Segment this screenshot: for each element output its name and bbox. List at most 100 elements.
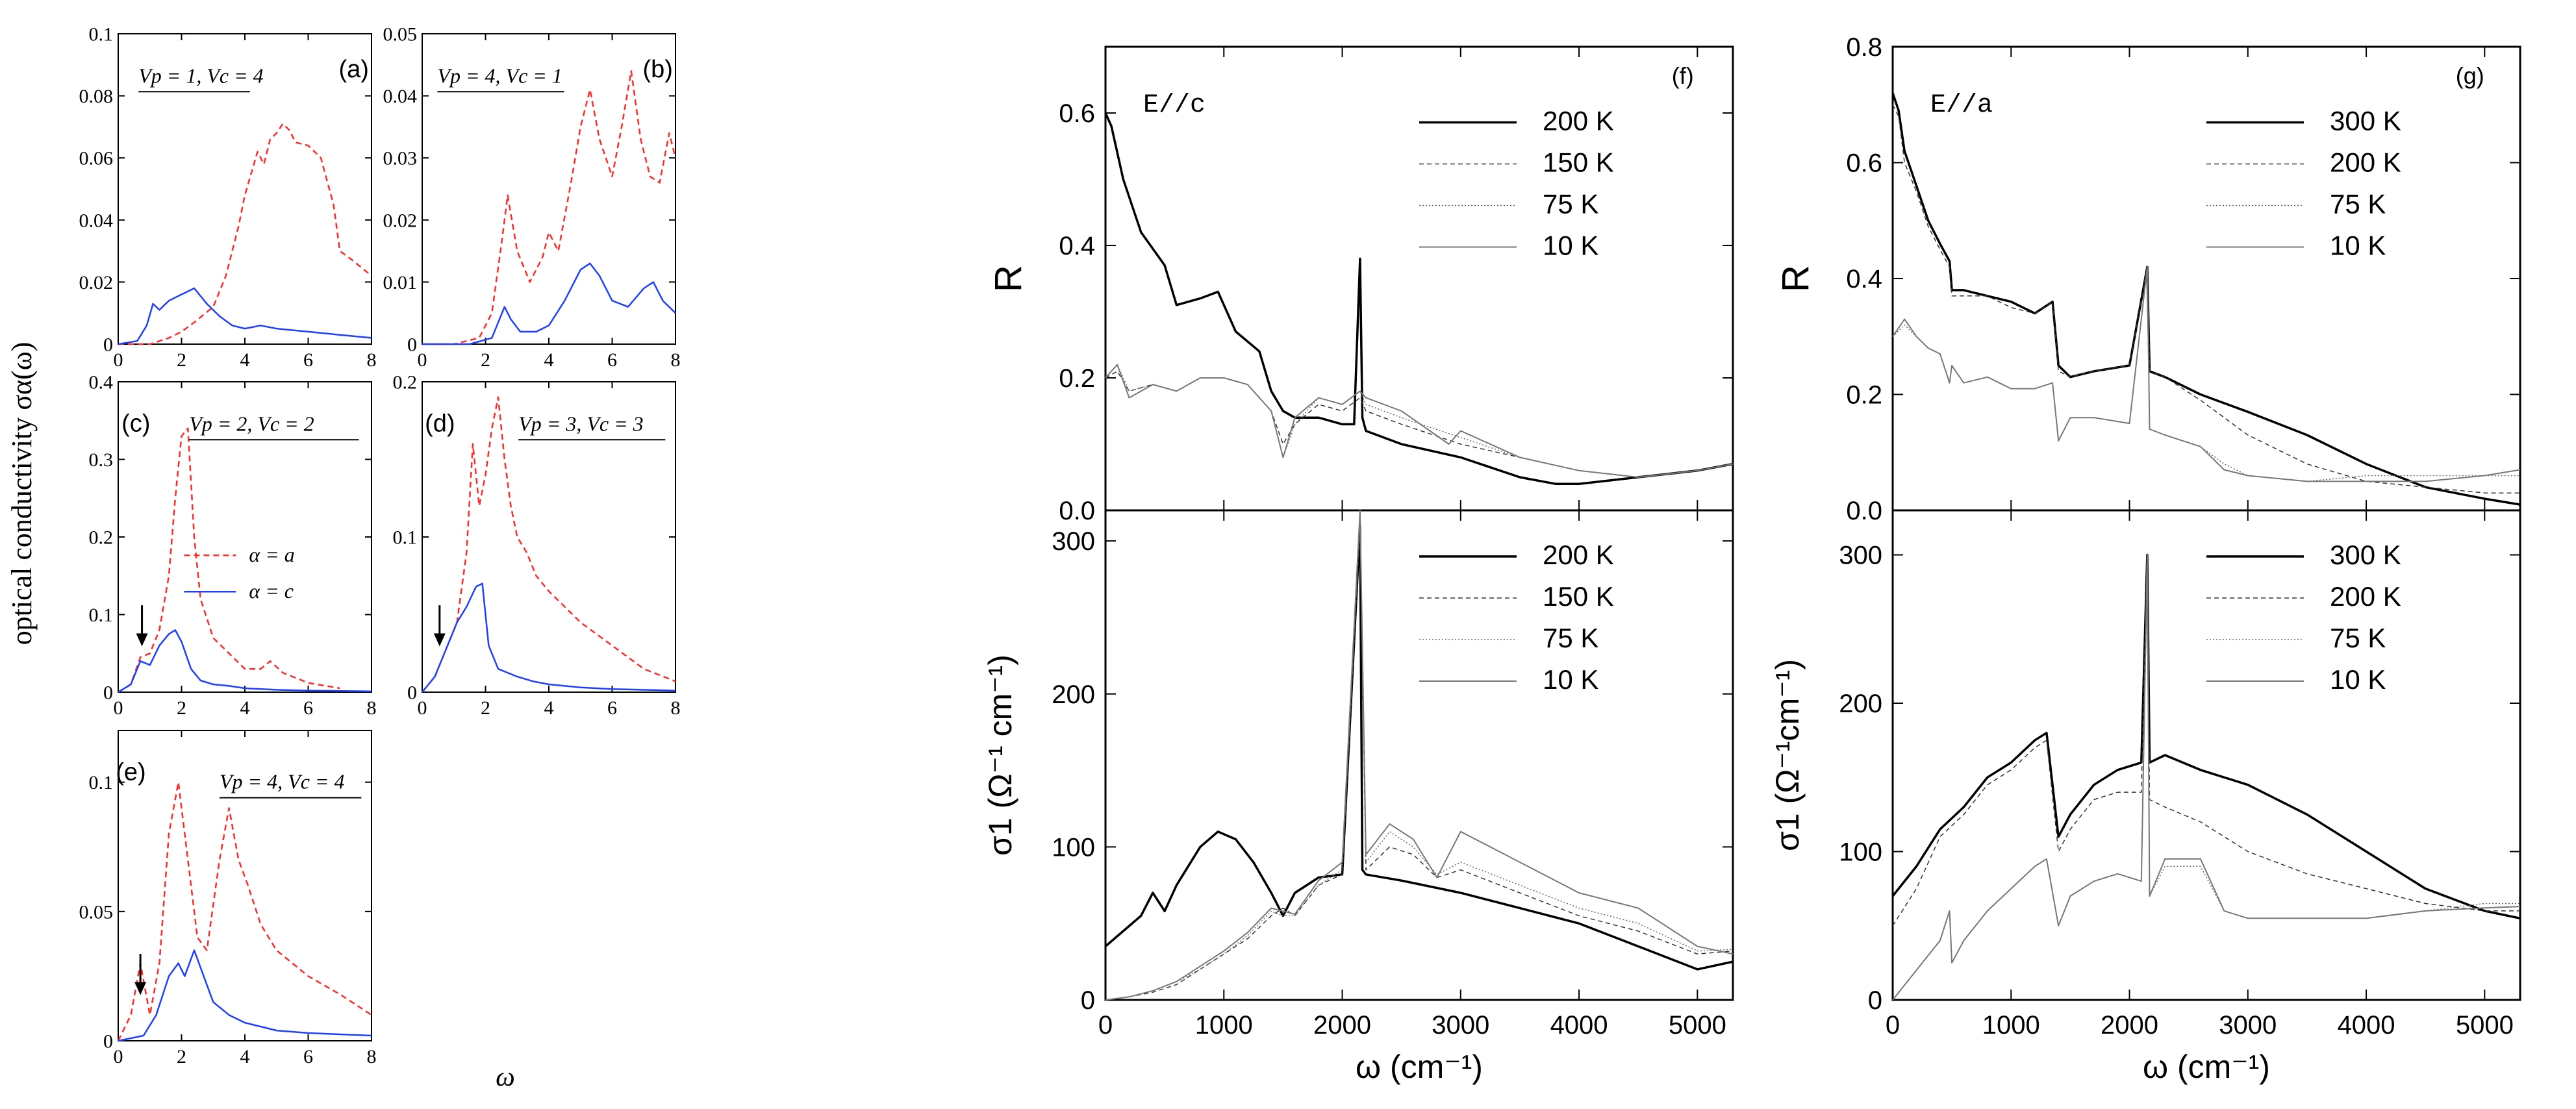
- legend-label: 300 K: [2330, 540, 2401, 570]
- series-line-200-K: [1104, 112, 1734, 485]
- x-tick-label: 0: [114, 1046, 123, 1067]
- series-line-10-K: [1105, 364, 1734, 478]
- series-line-200-K: [1892, 104, 2520, 493]
- series-line-α-=-a: [117, 781, 372, 1041]
- series-line-200-K: [1892, 554, 2520, 927]
- y-tick-label: 0.2: [393, 372, 418, 393]
- series-line-75-K: [1105, 517, 1734, 1001]
- y-tick-label: 0: [407, 682, 417, 704]
- x-tick-label: 1000: [1195, 1011, 1253, 1040]
- y-tick-label: 0.08: [79, 86, 114, 107]
- y-tick-label: 0: [103, 1031, 113, 1053]
- series-line-α-=-c: [422, 262, 676, 345]
- legend-label: 10 K: [1543, 231, 1598, 261]
- y-tick-label: 300: [1052, 527, 1095, 556]
- y-tick-label: 0.05: [79, 901, 114, 923]
- x-tick-label: 2: [481, 697, 490, 719]
- x-axis-label: ω (cm⁻¹): [2143, 1049, 2270, 1085]
- x-tick-label: 2000: [1313, 1011, 1371, 1040]
- panel-f-conductivity: 0 1000 2000 3000 4000 5000 0 100 200 300 σ1 (Ω⁻¹ c…: [982, 509, 1734, 1085]
- x-tick-label: 6: [607, 697, 617, 719]
- x-tick-label: 2: [177, 349, 186, 371]
- x-tick-label: 4: [240, 697, 250, 719]
- y-tick-label: 0.6: [1059, 99, 1095, 128]
- x-tick-label: 2000: [2101, 1011, 2158, 1040]
- y-tick-label: 0.1: [393, 527, 418, 549]
- y-tick-label: 0: [1868, 986, 1882, 1015]
- y-tick-label: 0.02: [79, 272, 114, 293]
- x-tick-label: 8: [671, 697, 681, 719]
- panel-label: (d): [425, 410, 455, 437]
- panel-g-conductivity: 0 1000 2000 3000 4000 5000 0 100 200 300 σ1 (Ω⁻¹cm…: [1769, 509, 2521, 1085]
- legend-label: 300 K: [2330, 106, 2401, 136]
- x-tick-label: 5000: [2456, 1011, 2514, 1040]
- panel-label: (e): [116, 758, 145, 786]
- legend-label: 150 K: [1543, 581, 1614, 612]
- y-tick-label: 0.02: [383, 210, 418, 231]
- legend-label: 10 K: [2330, 231, 2386, 261]
- y-tick-label: 0.01: [383, 272, 418, 293]
- param-annotation: Vp = 3, Vc = 3: [518, 412, 643, 435]
- series-line-α-=-c: [118, 629, 372, 693]
- x-tick-label: 6: [607, 349, 617, 371]
- panel-label: (g): [2456, 62, 2484, 89]
- y-tick-label: 0.1: [89, 772, 114, 793]
- series-line-300-K: [1891, 553, 2521, 920]
- legend-label: 200 K: [2330, 581, 2401, 612]
- legend-label: 200 K: [2330, 147, 2401, 178]
- arrow-head: [433, 633, 446, 647]
- legend-label: 75 K: [2330, 623, 2386, 653]
- x-tick-label: 2: [177, 1046, 186, 1067]
- x-tick-label: 3000: [2219, 1011, 2277, 1040]
- param-annotation: Vp = 2, Vc = 2: [189, 412, 314, 435]
- param-annotation: Vp = 4, Vc = 1: [437, 64, 562, 87]
- legend-label: 200 K: [1543, 540, 1614, 570]
- series-line-200-K: [1104, 524, 1734, 971]
- y-tick-label: 0.03: [383, 148, 418, 169]
- legend-label: 75 K: [1543, 189, 1598, 219]
- x-tick-label: 0: [1886, 1011, 1900, 1040]
- panel-f-reflectivity: 0.0 0.2 0.4 0.6 (f) E//c R 200 K 150 K 75 K 10 K: [987, 45, 1734, 525]
- x-axis-label: ω (cm⁻¹): [1356, 1049, 1483, 1085]
- panel-a: 0 2 4 6 8 0 0.02 0.04 0.06 0.08 0.1 (a) Vp = 1, Vc =…: [79, 24, 377, 371]
- left-xlabel: ω: [496, 1062, 515, 1092]
- panel-g-reflectivity: 0.0 0.2 0.4 0.6 0.8 (g) E//a R 300 K 200 K 75 K 10 …: [1774, 33, 2521, 525]
- y-tick-label: 0: [103, 682, 113, 704]
- series-line-α-=-a: [422, 70, 677, 345]
- series-line-150-K: [1105, 525, 1734, 1001]
- x-tick-label: 0: [418, 697, 427, 719]
- arrow-head: [136, 633, 148, 647]
- x-tick-label: 8: [367, 1046, 377, 1067]
- series-line-α-=-c: [422, 582, 676, 693]
- y-tick-label: 100: [1839, 838, 1882, 867]
- x-tick-label: 0: [418, 349, 427, 371]
- y-tick-label: 0.06: [79, 148, 114, 169]
- y-tick-label: 200: [1839, 690, 1882, 718]
- y-axis-label: σ1 (Ω⁻¹ cm⁻¹): [982, 654, 1018, 856]
- plot-frame: [1891, 509, 2521, 1001]
- y-tick-label: 0.1: [89, 24, 114, 45]
- series-line-10-K: [1892, 266, 2521, 482]
- y-tick-label: 0.2: [1846, 381, 1882, 410]
- panel-c: 0 2 4 6 8 0 0.1 0.2 0.3 0.4 (c) Vp = 2, Vc = 2 α = a…: [89, 372, 377, 719]
- x-tick-label: 4: [544, 697, 554, 719]
- x-tick-label: 4000: [1550, 1011, 1608, 1040]
- legend-label: 75 K: [2330, 189, 2386, 219]
- y-tick-label: 0: [1081, 986, 1095, 1015]
- series-line-α-=-a: [422, 396, 676, 693]
- x-tick-label: 6: [303, 1046, 313, 1067]
- legend-label: 10 K: [2330, 664, 2386, 695]
- series-line-10-K: [1105, 510, 1734, 1001]
- x-tick-label: 6: [303, 697, 313, 719]
- y-tick-label: 0.2: [1059, 364, 1095, 393]
- polarization-annotation: E//a: [1930, 91, 1993, 120]
- x-tick-label: 3000: [1432, 1011, 1489, 1040]
- x-tick-label: 2: [177, 697, 186, 719]
- left-ylabel: optical conductivity σα(ω): [6, 342, 38, 645]
- x-tick-label: 4000: [2338, 1011, 2395, 1040]
- x-tick-label: 0: [114, 349, 123, 371]
- panel-e: 0 2 4 6 8 0 0.05 0.1 (e) Vp = 4, Vc = 4: [79, 730, 377, 1067]
- param-annotation: Vp = 1, Vc = 4: [138, 64, 263, 87]
- y-tick-label: 0.0: [1846, 497, 1882, 525]
